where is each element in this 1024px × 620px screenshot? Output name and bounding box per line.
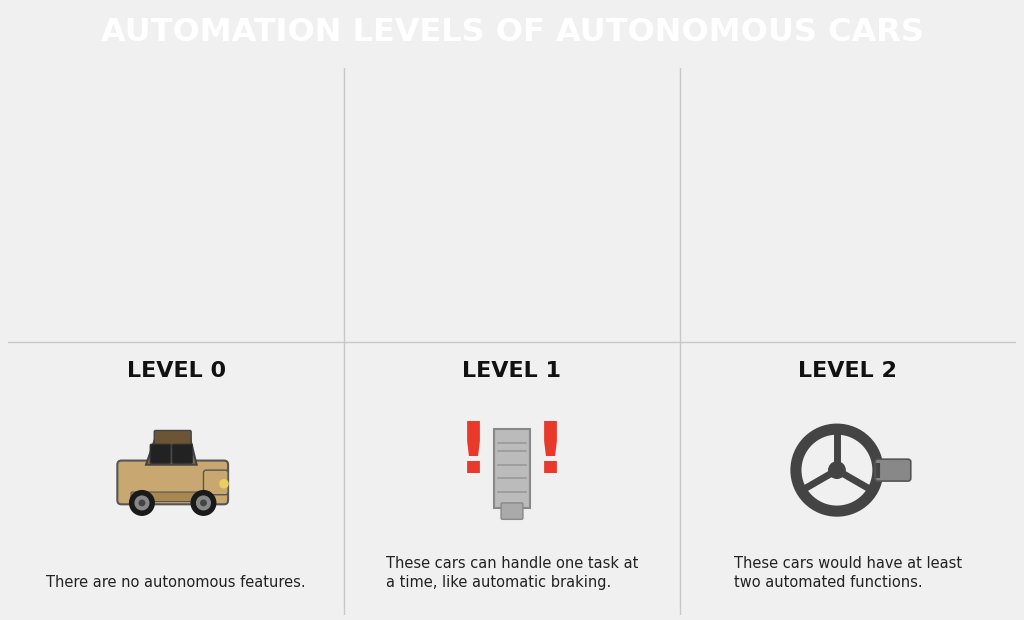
Text: AUTOMATION LEVELS OF AUTONOMOUS CARS: AUTOMATION LEVELS OF AUTONOMOUS CARS [100, 17, 924, 48]
FancyBboxPatch shape [495, 429, 529, 508]
FancyBboxPatch shape [155, 430, 191, 447]
Circle shape [201, 500, 206, 506]
Text: These cars would have at least
two automated functions.: These cars would have at least two autom… [734, 556, 962, 590]
Circle shape [220, 480, 228, 488]
Polygon shape [146, 437, 197, 464]
Circle shape [130, 490, 155, 515]
FancyBboxPatch shape [151, 444, 171, 463]
FancyBboxPatch shape [876, 459, 910, 481]
Text: !: ! [534, 419, 566, 488]
Circle shape [135, 496, 148, 510]
Circle shape [197, 496, 210, 510]
Text: LEVEL 0: LEVEL 0 [127, 361, 225, 381]
Text: These cars can handle one task at
a time, like automatic braking.: These cars can handle one task at a time… [386, 556, 638, 590]
FancyBboxPatch shape [118, 461, 228, 504]
Circle shape [828, 462, 845, 479]
Text: LEVEL 1: LEVEL 1 [463, 361, 561, 381]
FancyBboxPatch shape [172, 444, 193, 463]
FancyBboxPatch shape [204, 470, 228, 495]
Text: LEVEL 2: LEVEL 2 [799, 361, 897, 381]
Circle shape [139, 500, 144, 506]
Text: !: ! [458, 419, 490, 488]
Text: There are no autonomous features.: There are no autonomous features. [46, 575, 306, 590]
FancyBboxPatch shape [501, 503, 523, 520]
Circle shape [191, 490, 216, 515]
FancyBboxPatch shape [131, 492, 210, 502]
